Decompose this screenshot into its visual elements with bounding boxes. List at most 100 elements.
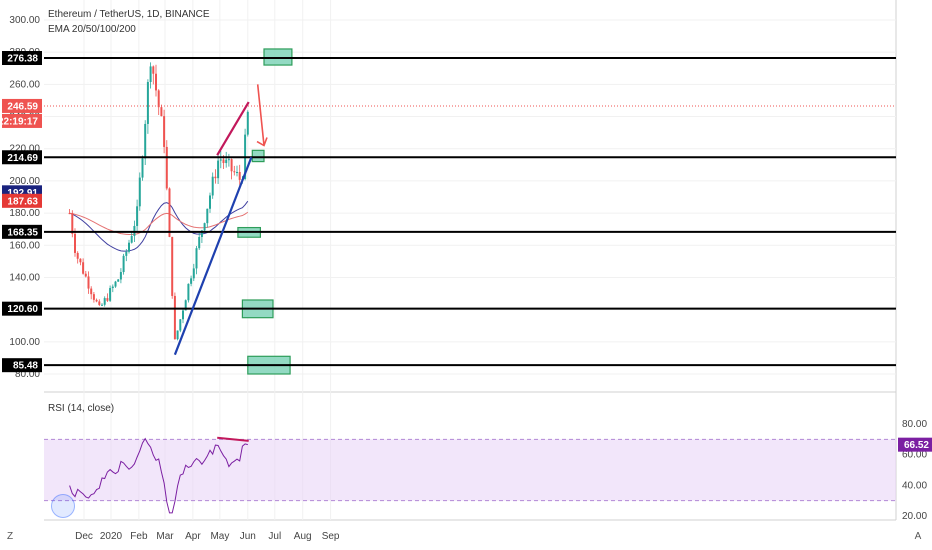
candle-body	[98, 301, 101, 305]
candle-body	[209, 195, 211, 209]
current-price-tag-bg	[2, 98, 42, 113]
resistance-trendline	[216, 101, 250, 156]
candle-body	[117, 279, 120, 282]
auto-scale-icon[interactable]: A	[914, 531, 922, 542]
y-tick-label: 200.00	[9, 176, 40, 187]
candle-body	[214, 176, 217, 179]
candle-body	[217, 160, 220, 179]
rsi-divergence-line	[217, 436, 249, 442]
y-tick-label: 160.00	[9, 240, 40, 251]
price-tags: 276.38 214.69 168.35 120.60 85.48 246.59 22:19…	[0, 51, 932, 452]
candle-body	[227, 159, 230, 161]
level-tag-bg	[2, 51, 42, 66]
rsi-band	[44, 438, 896, 502]
x-tick-label: May	[210, 531, 229, 542]
level-tag-bg	[2, 301, 42, 316]
candle-body	[101, 304, 103, 306]
level-tag: 120.60	[7, 304, 38, 315]
candle-body	[171, 236, 174, 296]
x-tick-label: Apr	[185, 531, 201, 542]
ema-legend: EMA 20/50/100/200	[48, 24, 136, 35]
x-tick-label: Feb	[130, 531, 148, 542]
y-tick-label: 100.00	[9, 337, 40, 348]
rsi-band-fill	[44, 439, 896, 501]
candle-body	[173, 295, 176, 340]
candle-body	[192, 268, 195, 279]
level-tag: 214.69	[7, 153, 38, 164]
timezone-icon[interactable]: Z	[6, 531, 14, 542]
level-tag-bg	[2, 358, 42, 373]
candle-body	[125, 251, 128, 256]
countdown-tag: 22:19:17	[0, 116, 38, 127]
candle-body	[160, 107, 163, 117]
ema-line	[69, 211, 249, 236]
x-tick-label: Aug	[294, 531, 312, 542]
candle-body	[222, 159, 225, 164]
rsi-tick-label: 40.00	[902, 480, 927, 491]
candle-body	[195, 248, 198, 269]
candle-body	[219, 159, 222, 161]
y-tick-label: 80.00	[15, 369, 40, 380]
rsi-tick-label: 80.00	[902, 419, 927, 430]
price-levels[interactable]	[44, 57, 896, 367]
y-tick-label: 140.00	[9, 272, 40, 283]
candle-body	[74, 233, 76, 253]
candle-body	[92, 294, 95, 300]
rsi-value-tag: 66.52	[904, 440, 929, 451]
ema-tag-bg	[2, 193, 42, 208]
chart-title: Ethereum / TetherUS, 1D, BINANCE	[48, 9, 210, 20]
ema-tag: 192.91	[7, 188, 38, 199]
rsi-line	[69, 437, 248, 514]
candle-body	[233, 171, 236, 173]
y-tick-label: 300.00	[9, 15, 40, 26]
candle-body	[79, 258, 82, 263]
candle-body	[168, 188, 171, 237]
y-tick-label: 180.00	[9, 208, 40, 219]
level-tag: 276.38	[7, 54, 38, 65]
target-zone	[251, 149, 265, 163]
candle-body	[95, 299, 98, 302]
x-tick-label: Sep	[322, 531, 340, 542]
candle-body	[128, 242, 130, 252]
x-tick-label: Jul	[268, 531, 281, 542]
candle-body	[90, 288, 93, 295]
countdown-tag-bg	[2, 113, 42, 128]
candle-body	[122, 255, 125, 273]
y-tick-label: 260.00	[9, 79, 40, 90]
forecast-arrow	[256, 84, 265, 146]
candle-body	[225, 159, 228, 164]
trendlines[interactable]	[173, 84, 268, 356]
y-tick-label: 220.00	[9, 144, 40, 155]
candle-body	[152, 66, 155, 74]
support-trendline	[173, 156, 253, 356]
candle-body	[136, 206, 139, 226]
x-tick-label: Jun	[240, 531, 256, 542]
grid-lines	[44, 0, 896, 520]
candle-body	[246, 111, 249, 135]
candle-body	[179, 319, 182, 331]
candle-body	[130, 235, 133, 243]
candle-body	[103, 298, 106, 305]
forecast-arrowhead	[256, 137, 268, 147]
candle-body	[111, 286, 114, 289]
candle-body	[187, 283, 190, 301]
ema-tag: 187.63	[7, 196, 38, 207]
candle-body	[165, 146, 168, 189]
candle-body	[109, 288, 112, 301]
candle-body	[114, 281, 117, 287]
candle-body	[176, 330, 179, 340]
rsi-tick-label: 20.00	[902, 511, 927, 522]
candle-body	[144, 123, 147, 159]
candle-body	[198, 237, 201, 249]
current-price-tag: 246.59	[7, 101, 38, 112]
candle-body	[230, 159, 233, 172]
candle-body	[182, 310, 184, 320]
candle-body	[84, 273, 87, 277]
rsi-tick-label: 60.00	[902, 450, 927, 461]
candle-body	[82, 262, 85, 274]
candle-body	[157, 90, 160, 108]
candle-body	[149, 66, 152, 83]
rsi-legend: RSI (14, close)	[48, 403, 115, 414]
candle-body	[238, 171, 241, 180]
